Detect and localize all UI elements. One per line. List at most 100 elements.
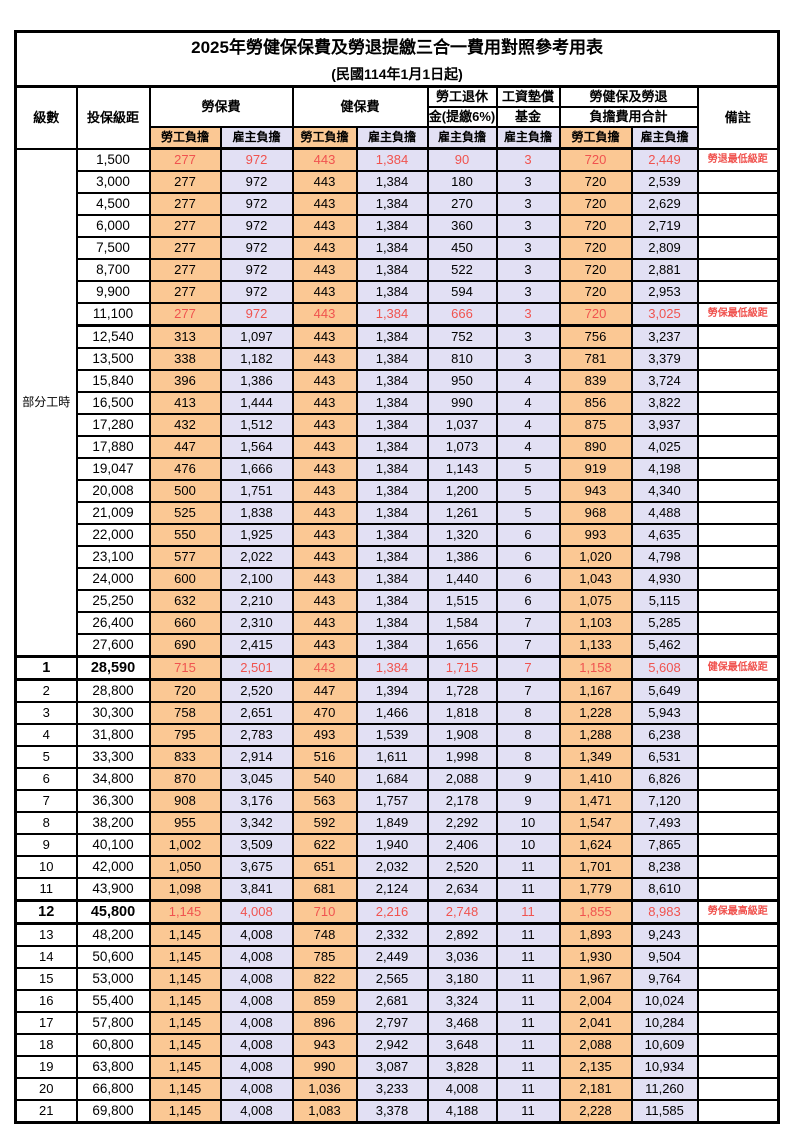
note-cell	[696, 989, 780, 1013]
note-cell	[696, 701, 780, 725]
wage-fund-employer-cell: 10	[495, 833, 561, 857]
salary-cell: 42,000	[75, 855, 151, 879]
pension-employer-cell: 180	[426, 170, 498, 194]
table-row: 13,500 338 1,182 443 1,384 810 3 781 3,379	[16, 347, 780, 371]
pension-employer-cell: 1,440	[426, 567, 498, 591]
health-employee-cell: 443	[291, 258, 358, 282]
wage-fund-employer-cell: 6	[495, 589, 561, 613]
note-cell	[696, 479, 780, 503]
wage-fund-employer-cell: 11	[495, 989, 561, 1013]
wage-fund-employer-cell: 4	[495, 413, 561, 437]
total-employer-cell: 3,822	[630, 391, 699, 415]
total-employer-cell: 4,635	[630, 523, 699, 547]
pension-employer-cell: 1,386	[426, 545, 498, 569]
pension-employer-cell: 1,261	[426, 501, 498, 525]
table-row: 23,100 577 2,022 443 1,384 1,386 6 1,020 4,798	[16, 545, 780, 569]
health-employee-cell: 710	[291, 899, 358, 925]
table-row: 4 31,800 795 2,783 493 1,539 1,908 8 1,288 6,238	[14, 723, 780, 747]
wage-fund-employer-cell: 11	[495, 922, 561, 947]
health-employee-cell: 443	[291, 611, 358, 635]
wage-fund-employer-cell: 8	[495, 723, 561, 747]
health-employer-cell: 1,384	[355, 413, 429, 437]
total-employee-cell: 1,855	[558, 899, 633, 925]
note-cell	[696, 678, 780, 703]
premium-table: 2025年勞健保保費及勞退提繳三合一費用對照參考用表 (民國114年1月1日起)…	[14, 30, 781, 1124]
note-cell	[696, 745, 780, 769]
health-employee-cell: 592	[291, 811, 358, 835]
pension-employer-cell: 2,634	[426, 877, 498, 902]
total-employee-cell: 2,135	[558, 1055, 633, 1079]
wage-fund-employer-cell: 4	[495, 435, 561, 459]
salary-cell: 20,008	[75, 479, 151, 503]
health-employer-cell: 1,394	[355, 678, 429, 703]
wage-fund-employer-cell: 3	[495, 280, 561, 304]
table-row: 15 53,000 1,145 4,008 822 2,565 3,180 11 1,967 9,…	[14, 967, 780, 991]
pension-employer-cell: 950	[426, 369, 498, 393]
labor-employer-cell: 3,841	[219, 877, 294, 902]
health-employer-cell: 1,384	[355, 391, 429, 415]
table-row: 11 43,900 1,098 3,841 681 2,124 2,634 11 1,779 8,…	[14, 877, 780, 902]
salary-cell: 27,600	[75, 633, 151, 658]
health-employer-cell: 2,565	[355, 967, 429, 991]
pension-employer-cell: 1,908	[426, 723, 498, 747]
labor-employee-cell: 277	[148, 170, 222, 194]
labor-employer-cell: 2,651	[219, 701, 294, 725]
labor-employee-cell: 715	[148, 655, 222, 681]
health-employee-cell: 443	[291, 236, 358, 260]
labor-employer-cell: 2,783	[219, 723, 294, 747]
labor-employer-cell: 1,097	[219, 324, 294, 349]
labor-employee-cell: 577	[148, 545, 222, 569]
health-employer-cell: 1,384	[355, 280, 429, 304]
health-employee-cell: 493	[291, 723, 358, 747]
note-cell	[696, 501, 780, 525]
labor-employer-cell: 3,675	[219, 855, 294, 879]
level-cell: 9	[14, 833, 78, 857]
labor-employee-cell: 660	[148, 611, 222, 635]
total-employer-cell: 10,609	[630, 1033, 699, 1057]
total-employee-cell: 943	[558, 479, 633, 503]
note-cell	[696, 236, 780, 260]
labor-employer-cell: 3,045	[219, 767, 294, 791]
wage-fund-employer-cell: 3	[495, 347, 561, 371]
note-cell	[696, 280, 780, 304]
note-cell: 勞退最低級距	[696, 147, 780, 172]
labor-employer-cell: 2,501	[219, 655, 294, 681]
salary-cell: 17,880	[75, 435, 151, 459]
labor-employee-cell: 690	[148, 633, 222, 658]
labor-employer-cell: 4,008	[219, 922, 294, 947]
pension-employer-cell: 3,180	[426, 967, 498, 991]
header-note: 備註	[696, 85, 780, 150]
pension-employer-cell: 3,648	[426, 1033, 498, 1057]
salary-cell: 66,800	[75, 1077, 151, 1101]
note-cell	[696, 633, 780, 658]
wage-fund-employer-cell: 3	[495, 236, 561, 260]
total-employee-cell: 1,701	[558, 855, 633, 879]
total-employee-cell: 720	[558, 170, 633, 194]
total-employer-cell: 4,025	[630, 435, 699, 459]
labor-employee-cell: 396	[148, 369, 222, 393]
table-row: 16,500 413 1,444 443 1,384 990 4 856 3,822	[16, 391, 780, 415]
total-employer-cell: 10,284	[630, 1011, 699, 1035]
health-employee-cell: 443	[291, 324, 358, 349]
salary-cell: 53,000	[75, 967, 151, 991]
health-employer-cell: 3,378	[355, 1099, 429, 1124]
total-employer-cell: 3,237	[630, 324, 699, 349]
health-employee-cell: 443	[291, 170, 358, 194]
header-pension-line1: 勞工退休	[426, 85, 498, 108]
pension-employer-cell: 666	[426, 302, 498, 327]
total-employee-cell: 875	[558, 413, 633, 437]
total-employer-cell: 5,943	[630, 701, 699, 725]
table-row: 21 69,800 1,145 4,008 1,083 3,378 4,188 11 2,228…	[14, 1099, 780, 1124]
health-employer-cell: 1,384	[355, 567, 429, 591]
labor-employer-cell: 4,008	[219, 967, 294, 991]
total-employee-cell: 968	[558, 501, 633, 525]
health-employer-cell: 1,384	[355, 192, 429, 216]
pension-employer-cell: 1,728	[426, 678, 498, 703]
labor-employee-cell: 1,098	[148, 877, 222, 902]
labor-employer-cell: 972	[219, 258, 294, 282]
total-employee-cell: 1,410	[558, 767, 633, 791]
wage-fund-employer-cell: 11	[495, 1099, 561, 1124]
labor-employer-cell: 1,182	[219, 347, 294, 371]
total-employer-cell: 8,238	[630, 855, 699, 879]
note-cell	[696, 855, 780, 879]
